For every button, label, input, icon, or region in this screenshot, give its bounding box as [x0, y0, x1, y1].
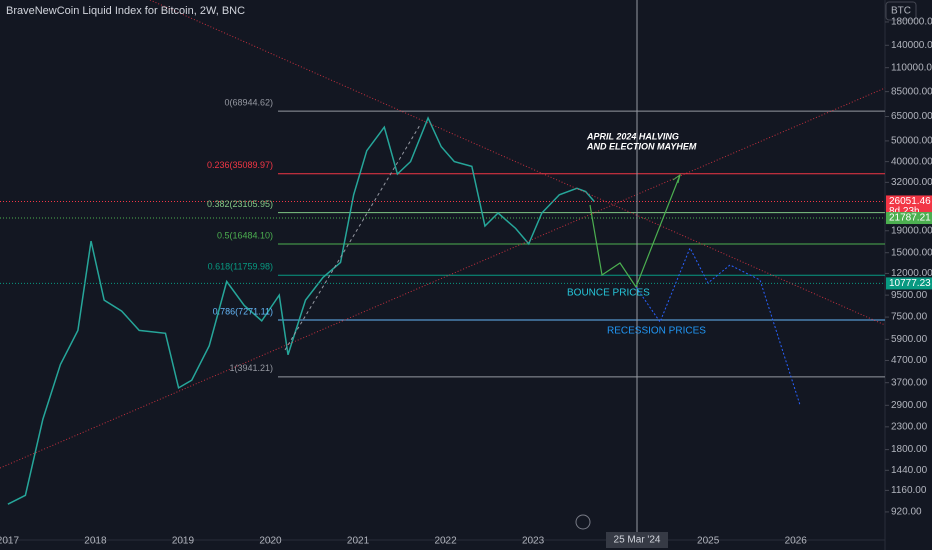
y-tick-label: 2900.00	[891, 400, 928, 411]
x-tick-label: 2022	[434, 536, 457, 547]
y-tick-label: 7500.00	[891, 312, 928, 323]
replay-icon[interactable]	[575, 514, 591, 530]
y-tick-label: 40000.00	[891, 156, 932, 167]
fib-label: 0.618(11759.98)	[208, 262, 273, 272]
y-tick-label: 140000.00	[891, 40, 932, 51]
fib-label: 0.786(7271.11)	[213, 306, 273, 316]
fib-label: 0.382(23105.95)	[207, 199, 273, 209]
x-tick-label: 2023	[522, 536, 545, 547]
price-label-bg	[886, 212, 932, 225]
y-tick-label: 50000.00	[891, 136, 932, 147]
arrow-head	[672, 173, 681, 184]
chart-title: BraveNewCoin Liquid Index for Bitcoin, 2…	[6, 5, 245, 17]
y-tick-label: 65000.00	[891, 111, 932, 122]
y-tick-label: 85000.00	[891, 86, 932, 97]
y-tick-label: 1440.00	[891, 465, 928, 476]
y-tick-label: 15000.00	[891, 247, 932, 258]
x-tick-label: 2020	[259, 536, 282, 547]
annotation: AND ELECTION MAYHEM	[586, 141, 697, 151]
projection	[589, 174, 681, 289]
projection	[635, 246, 801, 406]
fib-label: 0.5(16484.10)	[217, 230, 273, 240]
y-tick-label: 1160.00	[891, 485, 927, 496]
x-tick-label: 2019	[172, 536, 195, 547]
fib-label: 1(3941.21)	[229, 363, 273, 373]
y-tick-label: 5900.00	[891, 334, 928, 345]
price-axis	[885, 0, 932, 550]
x-tick-label: 2026	[785, 536, 808, 547]
fib-label: 0(68944.62)	[224, 97, 273, 107]
price-label: 26051.46	[889, 196, 931, 207]
countdown: 8d 23h	[889, 206, 920, 217]
y-tick-label: 920.00	[891, 507, 922, 518]
y-tick-label: 19000.00	[891, 225, 932, 236]
price-label-bg	[886, 277, 932, 290]
y-tick-label: 2300.00	[891, 421, 928, 432]
price-line	[7, 116, 595, 505]
x-tick-label: 2018	[84, 536, 107, 547]
y-tick-label: 12000.00	[891, 268, 932, 279]
crosshair-label: 25 Mar '24	[614, 535, 661, 546]
x-tick-label: 2021	[347, 536, 370, 547]
fib-label: 0.236(35089.97)	[207, 160, 273, 170]
symbol-button[interactable]	[885, 1, 917, 21]
trend-line	[149, 0, 886, 326]
price-label-bg	[886, 195, 932, 218]
symbol[interactable]: BTC	[891, 6, 911, 17]
y-tick-label: 180000.00	[891, 17, 932, 28]
price-label: 10777.23	[889, 278, 931, 289]
y-tick-label: 3700.00	[891, 377, 928, 388]
y-tick-label: 1800.00	[891, 444, 928, 455]
y-tick-label: 110000.00	[891, 62, 932, 73]
annotation: APRIL 2024 HALVING	[586, 131, 679, 141]
annotation: BOUNCE PRICES	[567, 288, 650, 299]
y-tick-label: 4700.00	[891, 355, 928, 366]
annotation: RECESSION PRICES	[607, 326, 706, 337]
price-label: 21787.21	[889, 213, 931, 224]
crosshair-label-bg	[606, 532, 668, 548]
x-tick-label: 2025	[697, 536, 720, 547]
y-tick-label: 32000.00	[891, 177, 932, 188]
trend-line	[284, 124, 421, 351]
y-tick-label: 9500.00	[891, 290, 928, 301]
x-tick-label: 2017	[0, 536, 19, 547]
